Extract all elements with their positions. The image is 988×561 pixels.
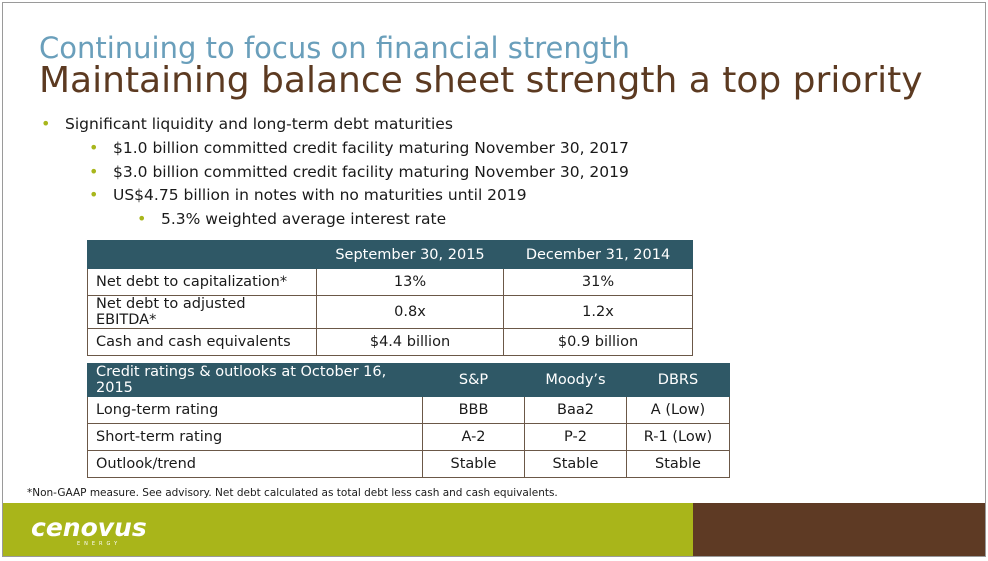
table-row: Net debt to adjusted EBITDA* 0.8x 1.2x [87, 295, 693, 329]
table-cell: $4.4 billion [316, 328, 504, 356]
table-header-cell [87, 240, 317, 269]
bullet-dot-icon: • [41, 114, 51, 133]
table-header-row: September 30, 2015 December 31, 2014 [87, 240, 693, 269]
table-cell: Net debt to capitalization* [87, 268, 317, 296]
footer-band-brown [693, 503, 985, 556]
bullet-text: Significant liquidity and long-term debt… [65, 115, 453, 133]
table-cell: Stable [422, 450, 525, 478]
table-cell: 1.2x [503, 295, 693, 329]
footer-band-green [3, 503, 693, 556]
footnote: *Non-GAAP measure. See advisory. Net deb… [27, 487, 558, 499]
cenovus-logo: cenovus ENERGY [31, 513, 147, 547]
slide-title: Maintaining balance sheet strength a top… [39, 60, 923, 101]
credit-ratings-table: Credit ratings & outlooks at October 16,… [87, 363, 730, 478]
table-cell: 0.8x [316, 295, 504, 329]
slide-subtitle: Continuing to focus on financial strengt… [39, 31, 630, 65]
bullet-dot-icon: • [137, 209, 147, 228]
table-cell: Long-term rating [87, 396, 423, 424]
bullet-text: US$4.75 billion in notes with no maturit… [113, 186, 527, 204]
table-cell: 13% [316, 268, 504, 296]
table-row: Long-term rating BBB Baa2 A (Low) [87, 396, 730, 424]
bullet-text: 5.3% weighted average interest rate [161, 210, 447, 228]
table-cell: Short-term rating [87, 423, 423, 451]
bullet-item: • $1.0 billion committed credit facility… [89, 138, 629, 157]
bullet-item: • Significant liquidity and long-term de… [41, 114, 453, 133]
table-header-row: Credit ratings & outlooks at October 16,… [87, 363, 730, 397]
table-row: Short-term rating A-2 P-2 R-1 (Low) [87, 423, 730, 451]
bullet-text: $3.0 billion committed credit facility m… [113, 163, 629, 181]
bullet-item: • 5.3% weighted average interest rate [137, 209, 447, 228]
table-cell: Stable [524, 450, 627, 478]
table-header-cell: September 30, 2015 [316, 240, 504, 269]
table-row: Net debt to capitalization* 13% 31% [87, 268, 693, 296]
table-cell: A-2 [422, 423, 525, 451]
table-row: Cash and cash equivalents $4.4 billion $… [87, 328, 693, 356]
table-cell: Net debt to adjusted EBITDA* [87, 295, 317, 329]
bullet-dot-icon: • [89, 162, 99, 181]
bullet-text: $1.0 billion committed credit facility m… [113, 139, 629, 157]
bullet-dot-icon: • [89, 185, 99, 204]
table-cell: Cash and cash equivalents [87, 328, 317, 356]
table-cell: $0.9 billion [503, 328, 693, 356]
table-cell: BBB [422, 396, 525, 424]
logo-tagline: ENERGY [77, 541, 121, 547]
bullet-item: • US$4.75 billion in notes with no matur… [89, 185, 527, 204]
logo-wordmark: cenovus [31, 513, 147, 542]
table-cell: Baa2 [524, 396, 627, 424]
table-row: Outlook/trend Stable Stable Stable [87, 450, 730, 478]
table-header-cell: December 31, 2014 [503, 240, 693, 269]
table-cell: Outlook/trend [87, 450, 423, 478]
table-cell: R-1 (Low) [626, 423, 730, 451]
table-header-cell: S&P [422, 363, 525, 397]
table-header-cell: Credit ratings & outlooks at October 16,… [87, 363, 423, 397]
debt-metrics-table: September 30, 2015 December 31, 2014 Net… [87, 240, 693, 356]
table-cell: P-2 [524, 423, 627, 451]
table-cell: A (Low) [626, 396, 730, 424]
table-header-cell: Moody’s [524, 363, 627, 397]
table-cell: Stable [626, 450, 730, 478]
table-cell: 31% [503, 268, 693, 296]
bullet-item: • $3.0 billion committed credit facility… [89, 162, 629, 181]
bullet-dot-icon: • [89, 138, 99, 157]
table-header-cell: DBRS [626, 363, 730, 397]
